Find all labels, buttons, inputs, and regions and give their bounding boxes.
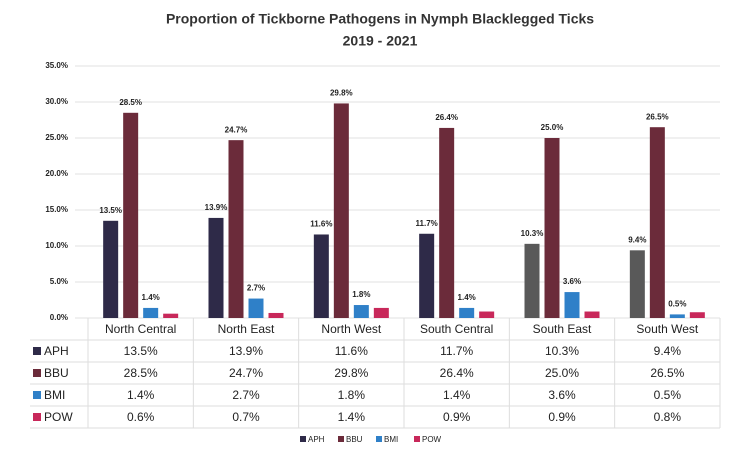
table-legend-key — [33, 413, 41, 421]
data-label: 13.5% — [99, 206, 122, 215]
table-cell: 11.7% — [440, 344, 473, 358]
table-cell: 1.4% — [443, 388, 471, 402]
table-cell: 26.4% — [440, 366, 474, 380]
chart-subtitle: 2019 - 2021 — [343, 33, 418, 49]
table-cell: 13.9% — [229, 344, 263, 358]
bar — [524, 243, 540, 318]
table-cell: 11.6% — [335, 344, 368, 358]
bar — [459, 307, 475, 318]
bar — [584, 311, 600, 318]
table-series-label: BBU — [44, 366, 69, 380]
table-cell: 3.6% — [548, 388, 576, 402]
data-label: 0.5% — [668, 300, 686, 309]
table-cell: 10.3% — [545, 344, 579, 358]
bar — [689, 312, 705, 318]
table-cell: 0.5% — [654, 388, 682, 402]
bar — [629, 250, 645, 318]
table-cell: 1.4% — [127, 388, 155, 402]
data-label: 9.4% — [628, 235, 646, 244]
bar — [669, 314, 685, 318]
y-tick-label: 0.0% — [50, 313, 68, 322]
bar — [248, 298, 264, 318]
data-label: 25.0% — [541, 123, 564, 132]
data-label: 3.6% — [563, 277, 581, 286]
data-label: 24.7% — [225, 125, 248, 134]
bar — [268, 312, 284, 318]
data-label: 13.9% — [205, 203, 228, 212]
bar — [649, 127, 665, 318]
table-cell: 0.6% — [127, 410, 155, 424]
table-legend-key — [33, 347, 41, 355]
bar — [564, 292, 580, 318]
bar — [479, 311, 495, 318]
bar — [103, 220, 119, 318]
table-cell: 9.4% — [654, 344, 682, 358]
bar — [208, 217, 224, 318]
category-label: South West — [636, 322, 698, 336]
table-cell: 0.9% — [548, 410, 576, 424]
bar — [373, 307, 389, 318]
legend-key — [414, 436, 420, 442]
legend-key — [338, 436, 344, 442]
bar — [143, 307, 159, 318]
y-tick-label: 35.0% — [45, 61, 68, 70]
table-legend-key — [33, 369, 41, 377]
bar — [163, 313, 179, 318]
table-cell: 0.8% — [654, 410, 682, 424]
bar — [333, 103, 349, 318]
data-label: 26.4% — [435, 113, 458, 122]
table-series-label: POW — [44, 410, 73, 424]
data-label: 2.7% — [247, 284, 265, 293]
y-tick-label: 20.0% — [45, 169, 68, 178]
table-series-label: APH — [44, 344, 69, 358]
data-label: 26.5% — [646, 112, 669, 121]
table-cell: 26.5% — [650, 366, 684, 380]
data-label: 29.8% — [330, 89, 353, 98]
category-label: South East — [533, 322, 592, 336]
category-label: North Central — [105, 322, 176, 336]
y-tick-label: 10.0% — [45, 241, 68, 250]
table-cell: 29.8% — [334, 366, 368, 380]
bar — [439, 127, 455, 318]
table-cell: 1.4% — [338, 410, 366, 424]
chart-title: Proportion of Tickborne Pathogens in Nym… — [166, 11, 594, 27]
legend-label: APH — [308, 435, 325, 444]
bar — [123, 112, 139, 318]
table-cell: 28.5% — [124, 366, 158, 380]
legend-label: BMI — [384, 435, 398, 444]
table-cell: 13.5% — [124, 344, 158, 358]
data-label: 10.3% — [521, 229, 544, 238]
table-cell: 2.7% — [232, 388, 260, 402]
data-label: 1.8% — [352, 290, 370, 299]
data-label: 11.7% — [416, 219, 438, 228]
legend-key — [300, 436, 306, 442]
category-label: North West — [321, 322, 381, 336]
y-tick-label: 5.0% — [50, 277, 68, 286]
y-tick-label: 30.0% — [45, 97, 68, 106]
table-cell: 0.9% — [443, 410, 471, 424]
legend-label: POW — [422, 435, 442, 444]
data-label: 1.4% — [142, 293, 160, 302]
table-cell: 24.7% — [229, 366, 263, 380]
y-tick-label: 25.0% — [45, 133, 68, 142]
bar — [353, 305, 369, 318]
category-label: North East — [218, 322, 275, 336]
table-cell: 25.0% — [545, 366, 579, 380]
bar — [544, 138, 560, 318]
bar — [228, 140, 244, 318]
table-series-label: BMI — [44, 388, 65, 402]
bar — [313, 234, 329, 318]
data-label: 1.4% — [458, 293, 476, 302]
category-label: South Central — [420, 322, 493, 336]
table-legend-key — [33, 391, 41, 399]
y-tick-label: 15.0% — [45, 205, 68, 214]
bar — [419, 233, 435, 318]
data-label: 28.5% — [119, 98, 142, 107]
legend-key — [376, 436, 382, 442]
data-label: 11.6% — [310, 220, 332, 229]
table-cell: 1.8% — [338, 388, 366, 402]
table-cell: 0.7% — [232, 410, 260, 424]
legend-label: BBU — [346, 435, 363, 444]
